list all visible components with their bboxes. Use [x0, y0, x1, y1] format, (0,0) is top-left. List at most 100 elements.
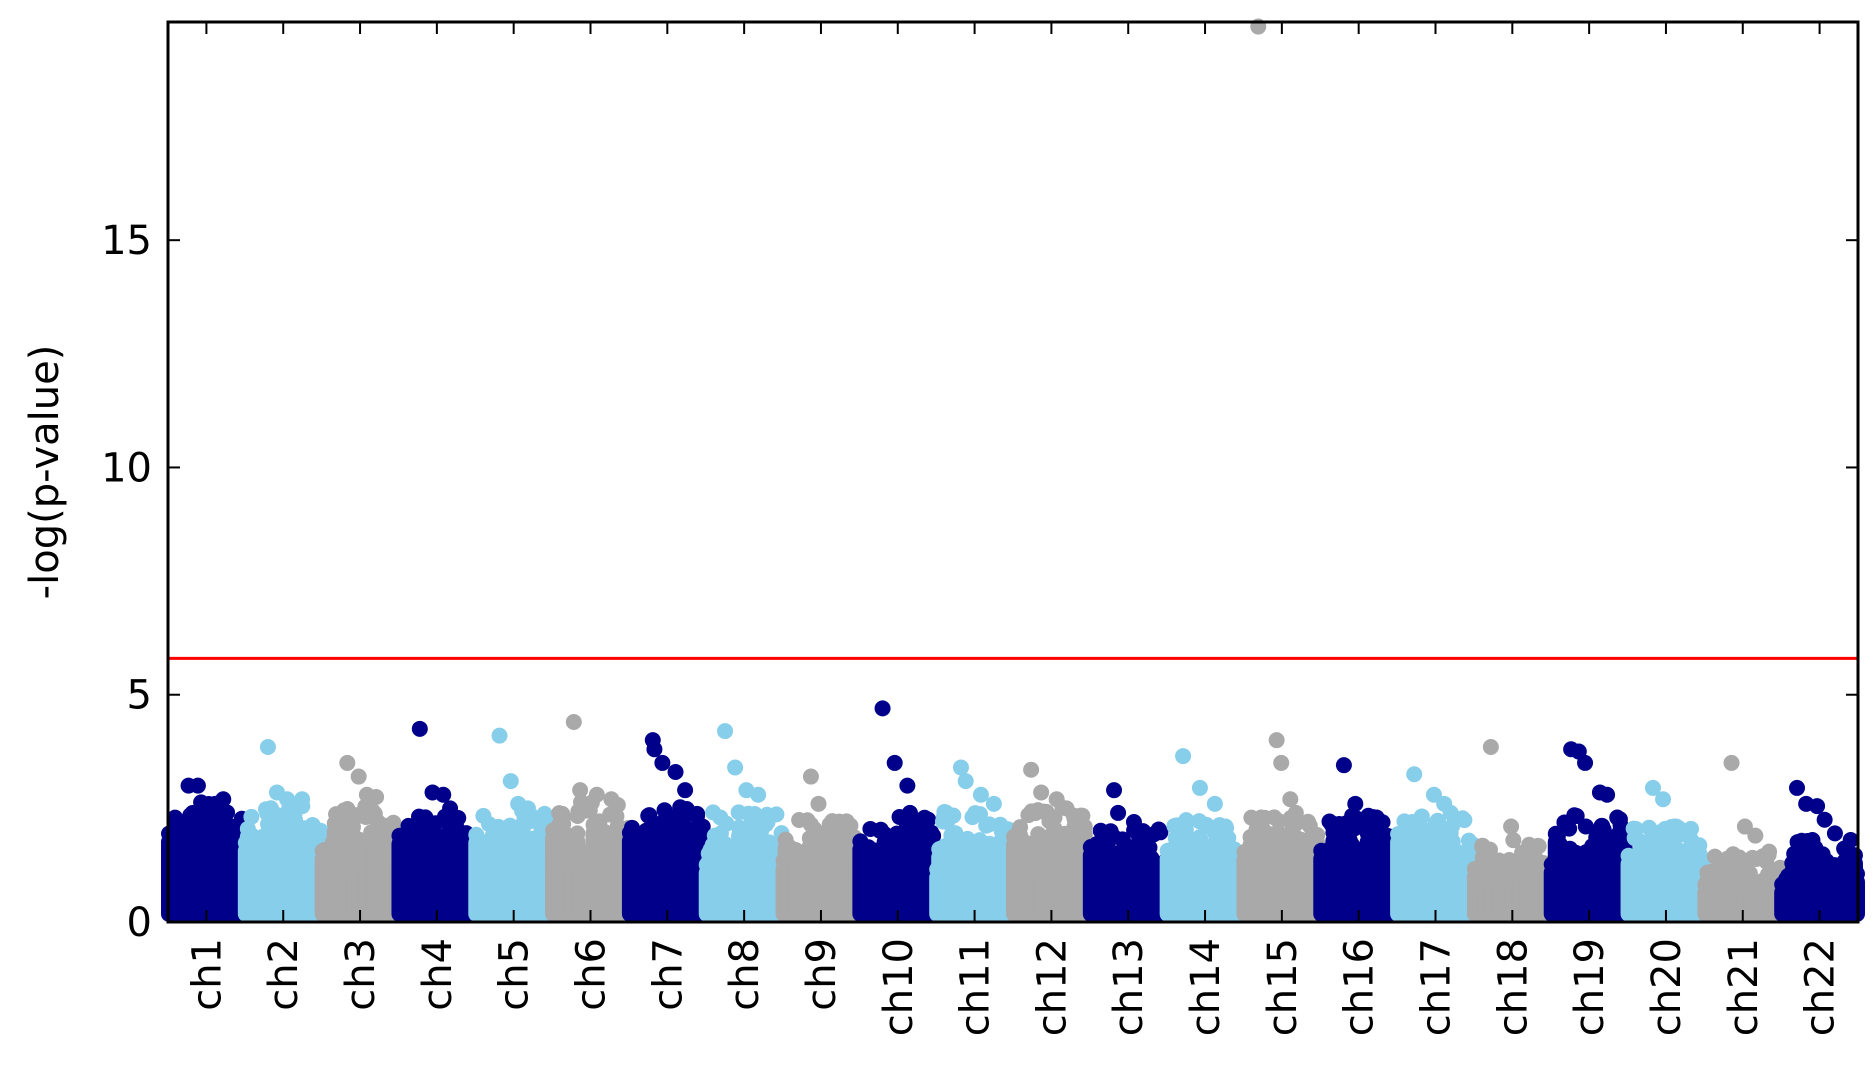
snp-point — [1300, 813, 1317, 830]
peak-snp-point — [829, 814, 846, 830]
snp-point — [221, 817, 238, 834]
chromosome-points-ch22 — [1774, 779, 1865, 922]
peak-snp-point — [810, 795, 827, 812]
x-tick-label: ch7 — [645, 938, 691, 1011]
snp-point — [580, 799, 597, 816]
chromosome-points-ch11 — [929, 759, 1020, 922]
peak-snp-point — [1023, 761, 1040, 778]
peak-snp-point — [411, 720, 428, 737]
snp-point — [640, 807, 657, 824]
peak-snp-point — [1206, 795, 1223, 812]
snp-point — [1799, 833, 1816, 850]
snp-point — [1115, 832, 1132, 849]
x-tick-label: ch8 — [722, 938, 768, 1011]
peak-snp-point — [1273, 754, 1290, 771]
snp-point — [1745, 850, 1762, 867]
snp-point — [1429, 812, 1446, 829]
peak-snp-point — [519, 800, 536, 817]
x-tick-label: ch21 — [1721, 938, 1767, 1036]
snp-point — [1559, 815, 1576, 832]
peak-snp-point — [1406, 766, 1423, 783]
snp-point — [279, 810, 296, 827]
peak-snp-point — [952, 759, 969, 776]
peak-snp-point — [588, 786, 605, 803]
snp-point — [656, 802, 673, 819]
peak-snp-point — [899, 777, 916, 794]
peak-snp-point — [215, 791, 232, 808]
x-tick-label: ch20 — [1644, 938, 1690, 1036]
peak-snp-point — [1655, 791, 1672, 808]
snp-point — [502, 817, 519, 834]
peak-snp-point — [972, 786, 989, 803]
snp-point — [1691, 837, 1708, 854]
snp-point — [914, 811, 931, 828]
peak-snp-point — [491, 727, 508, 744]
peak-snp-point — [1134, 823, 1151, 840]
peak-snp-point — [677, 782, 694, 799]
snp-point — [812, 825, 829, 842]
peak-snp-point — [1577, 754, 1594, 771]
peak-snp-point — [654, 754, 671, 771]
peak-snp-point — [727, 759, 744, 776]
snp-point — [412, 810, 429, 827]
peak-snp-point — [1677, 823, 1694, 840]
snp-point — [1655, 826, 1672, 843]
x-tick-label: ch13 — [1106, 938, 1152, 1036]
chromosome-points-ch18 — [1466, 739, 1558, 922]
chromosome-points-ch7 — [621, 732, 713, 922]
peak-snp-point — [1747, 827, 1764, 844]
snp-point — [967, 805, 984, 822]
x-tick-label: ch15 — [1260, 938, 1306, 1036]
x-tick-label: ch19 — [1567, 938, 1613, 1036]
snp-point — [328, 806, 345, 823]
snp-point — [209, 809, 226, 826]
peak-snp-point — [1816, 811, 1833, 828]
x-tick-label: ch3 — [338, 938, 384, 1011]
peak-snp-point — [294, 791, 311, 808]
peak-snp-point — [874, 700, 891, 717]
plot-frame — [166, 20, 1860, 924]
peak-snp-point — [1347, 795, 1364, 812]
snp-point — [743, 815, 760, 832]
x-tick-label: ch22 — [1798, 938, 1844, 1036]
x-tick-label: ch5 — [492, 938, 538, 1011]
snp-point — [1577, 818, 1594, 835]
snp-point — [533, 811, 550, 828]
peak-snp-point — [279, 791, 296, 808]
snp-point — [1344, 807, 1361, 824]
y-tick-label: 15 — [101, 218, 152, 264]
snp-point — [1150, 821, 1167, 838]
peak-snp-point — [985, 795, 1002, 812]
peak-snp-point — [1736, 818, 1753, 835]
peak-snp-point — [1644, 779, 1661, 796]
y-tick-label: 5 — [127, 673, 152, 719]
snp-point — [981, 816, 998, 833]
peak-snp-point — [1789, 779, 1806, 796]
peak-snp-point — [603, 791, 620, 808]
peak-snp-point — [1282, 791, 1299, 808]
snp-point — [554, 805, 571, 822]
snp-point — [1446, 841, 1463, 858]
snp-point — [1593, 817, 1610, 834]
snp-point — [259, 805, 276, 822]
peak-snp-point — [957, 773, 974, 790]
snp-point — [1728, 854, 1745, 871]
y-tick-label: 0 — [127, 900, 152, 946]
snp-point — [947, 825, 964, 842]
x-tick-label: ch4 — [415, 938, 461, 1011]
snp-point — [1012, 819, 1029, 836]
chromosome-points-ch15 — [1236, 18, 1328, 922]
snp-point — [768, 806, 785, 823]
peak-snp-point — [1723, 754, 1740, 771]
peak-snp-point — [350, 768, 367, 785]
snp-point — [1404, 814, 1421, 831]
chromosome-points-ch9 — [775, 768, 867, 922]
snp-point — [937, 813, 954, 830]
snp-point — [892, 832, 909, 849]
snp-point — [184, 804, 201, 821]
peak-snp-point — [1599, 786, 1616, 803]
peak-snp-point — [750, 786, 767, 803]
peak-snp-point — [1826, 825, 1843, 842]
snp-point — [730, 804, 747, 821]
